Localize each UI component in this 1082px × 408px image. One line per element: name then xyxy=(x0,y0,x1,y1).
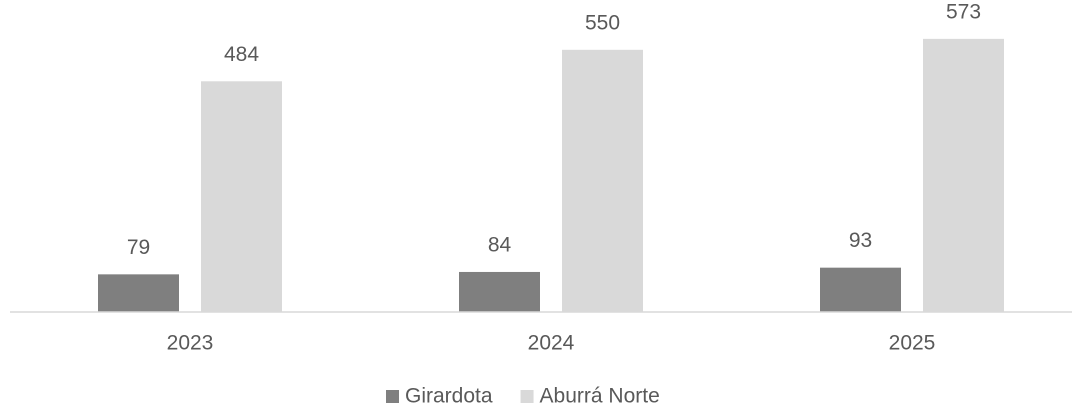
x-tick-label: 2023 xyxy=(167,332,214,355)
bar xyxy=(98,274,179,312)
data-label: 84 xyxy=(488,234,512,257)
legend-swatch xyxy=(520,390,534,403)
data-label: 79 xyxy=(127,236,150,259)
bar xyxy=(459,271,540,312)
x-tick-label: 2024 xyxy=(528,332,575,355)
legend-swatch xyxy=(386,390,399,403)
bar xyxy=(562,49,643,312)
bar xyxy=(201,81,282,312)
data-label: 573 xyxy=(946,0,981,23)
bar xyxy=(923,38,1004,313)
data-label: 484 xyxy=(224,43,259,66)
legend-label: Girardota xyxy=(405,385,493,408)
data-label: 550 xyxy=(585,11,620,34)
data-label: 93 xyxy=(849,229,872,252)
x-tick-label: 2025 xyxy=(889,332,936,355)
legend-label: Aburrá Norte xyxy=(540,385,660,408)
bar xyxy=(820,267,901,312)
